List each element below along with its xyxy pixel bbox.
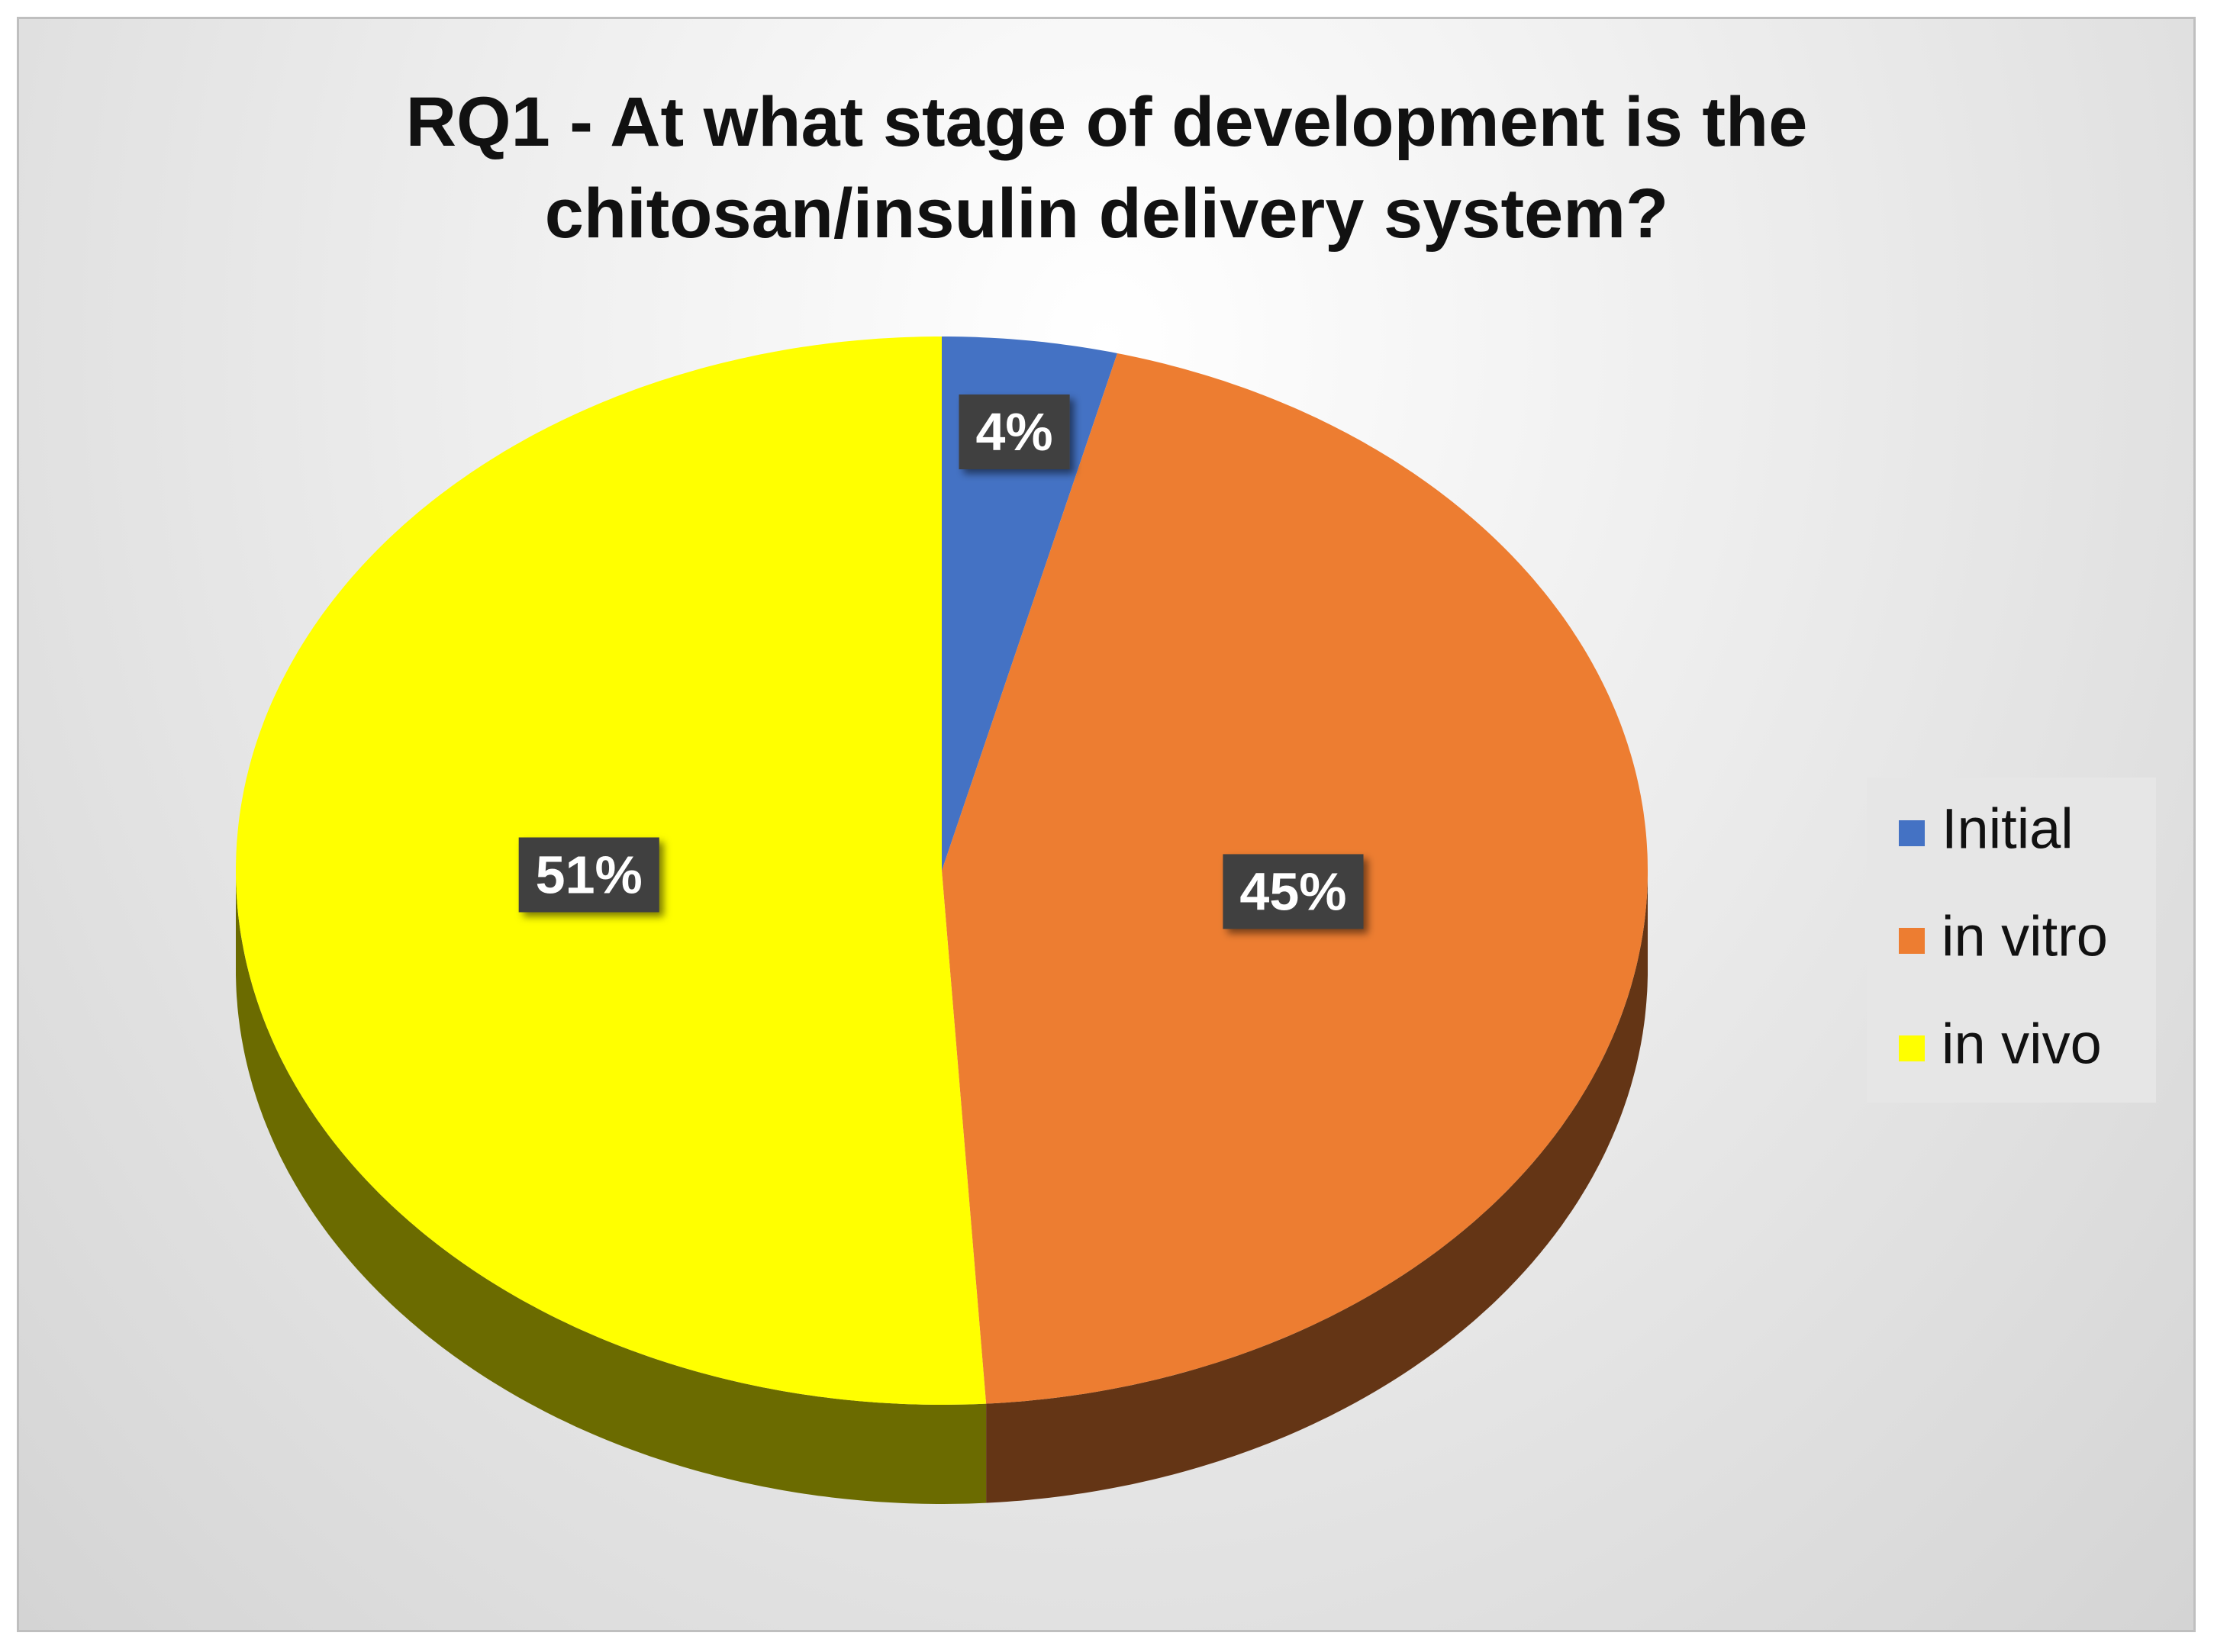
data-label-box xyxy=(1223,854,1364,929)
legend-marker xyxy=(1899,820,1925,846)
legend-label: in vivo xyxy=(1942,1013,2102,1076)
data-label: 45% xyxy=(1239,861,1346,921)
data-label: 4% xyxy=(975,402,1052,462)
slice-side xyxy=(236,871,987,1504)
data-label-group: 4% xyxy=(959,394,1070,470)
data-label-group: 51% xyxy=(518,837,659,913)
legend-label: Initial xyxy=(1942,797,2074,861)
data-label-box xyxy=(959,394,1070,470)
legend-marker xyxy=(1899,1035,1925,1061)
data-label: 51% xyxy=(536,845,643,904)
slice xyxy=(942,337,1117,871)
chart-title: RQ1 - At what stage of development is th… xyxy=(405,83,1808,253)
data-label-box xyxy=(518,837,659,913)
legend-label: in vitro xyxy=(1942,905,2108,968)
data-label-group: 45% xyxy=(1223,854,1364,929)
slice-side xyxy=(986,871,1648,1503)
legend-marker xyxy=(1899,928,1925,954)
